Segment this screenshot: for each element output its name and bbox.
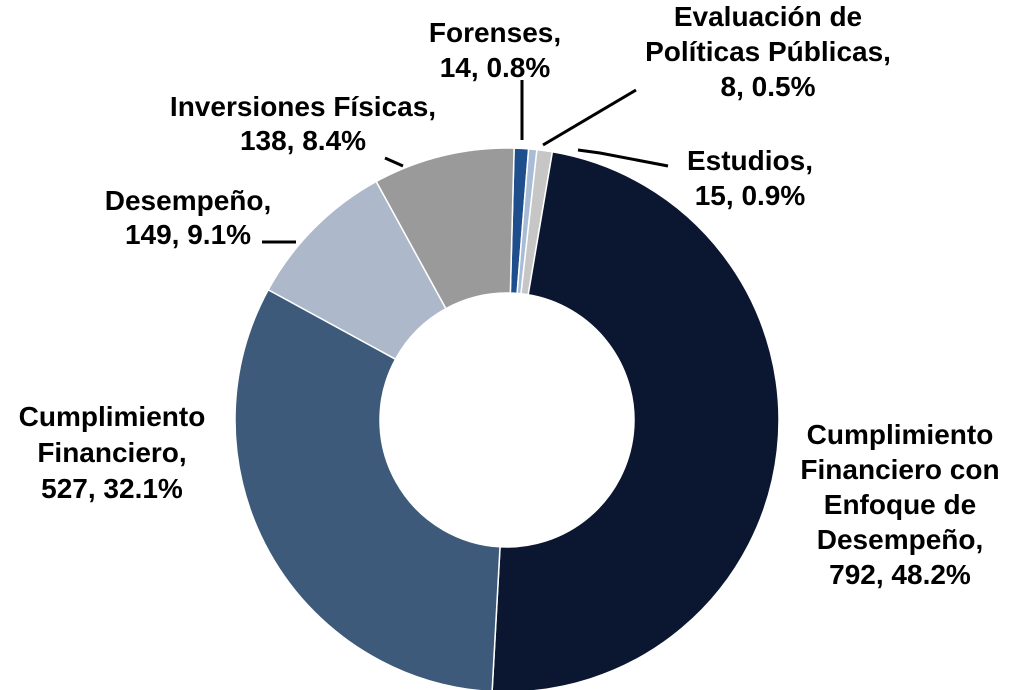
category-label: Evaluación de Políticas Públicas, xyxy=(645,1,891,67)
value-label: 527, 32.1% xyxy=(41,473,183,504)
label-line: Forenses, xyxy=(429,17,561,48)
leader-lines xyxy=(262,80,669,244)
category-label: Inversiones Físicas, xyxy=(170,91,436,122)
leader-line xyxy=(577,148,669,168)
label-line: Desempeño, xyxy=(105,185,272,216)
label-line: Políticas Públicas, xyxy=(645,36,891,67)
slice xyxy=(375,147,515,310)
label-line: Inversiones Físicas, xyxy=(170,91,436,122)
value-label: 149, 9.1% xyxy=(125,219,251,250)
value-label: 15, 0.9% xyxy=(695,180,806,211)
leader-line xyxy=(542,88,637,147)
category-label: Cumplimiento Financiero, xyxy=(19,401,206,468)
value-label: 14, 0.8% xyxy=(440,52,551,83)
category-label: Estudios, xyxy=(687,145,813,176)
label-line: Cumplimiento xyxy=(807,419,994,450)
value-label: 792, 48.2% xyxy=(829,559,971,590)
label-line: Financiero, xyxy=(37,437,186,468)
label-line: Financiero con xyxy=(800,454,999,485)
category-label: Forenses, xyxy=(429,17,561,48)
donut xyxy=(234,147,780,690)
category-label: Cumplimiento Financiero con Enfoque de Dese… xyxy=(800,419,999,555)
label-line: Enfoque de xyxy=(824,489,976,520)
label-line: Cumplimiento xyxy=(19,401,206,432)
leader-line xyxy=(384,156,404,168)
slice xyxy=(491,150,780,690)
label-line: Desempeño, xyxy=(817,524,984,555)
label-line: Evaluación de xyxy=(674,1,862,32)
value-label: 8, 0.5% xyxy=(721,71,816,102)
label-line: Estudios, xyxy=(687,145,813,176)
category-label: Desempeño, xyxy=(105,185,272,216)
labels: Forenses, 14, 0.8% Evaluación de Políticas … xyxy=(19,1,1000,590)
slice xyxy=(234,288,501,690)
value-label: 138, 8.4% xyxy=(240,125,366,156)
